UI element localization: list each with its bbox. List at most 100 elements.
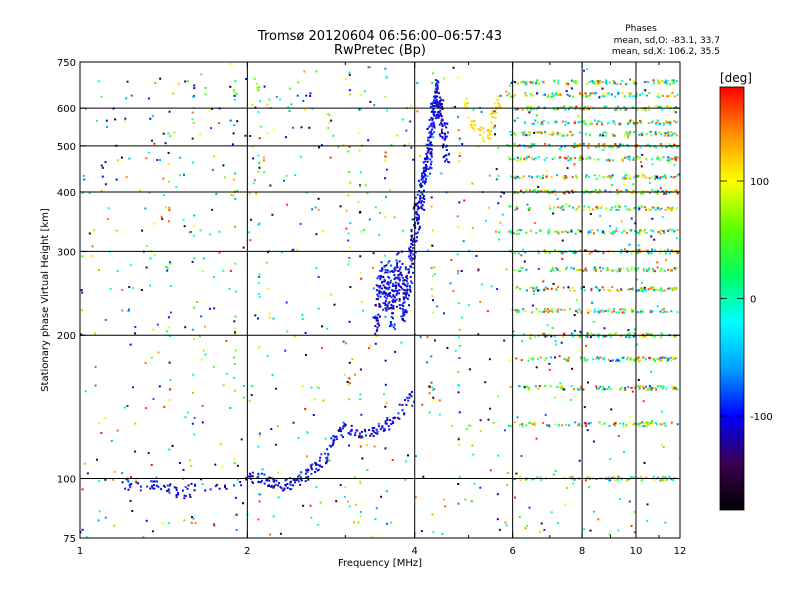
noise-point (306, 431, 309, 434)
band-point (624, 156, 627, 159)
trace-point (430, 167, 433, 170)
band-point (328, 121, 331, 124)
trace-point (410, 230, 413, 233)
noise-point (554, 339, 557, 342)
band-point (605, 207, 608, 210)
trace-point (389, 325, 391, 328)
noise-point (431, 82, 434, 85)
trace-point (479, 133, 481, 136)
y-tick-label: 750 (57, 58, 76, 69)
noise-point (125, 97, 128, 100)
band-point (285, 174, 288, 177)
band-point (524, 251, 527, 254)
band-point (612, 230, 615, 233)
noise-point (436, 305, 439, 308)
trace-point (415, 204, 417, 207)
band-point (521, 108, 524, 111)
band-point (573, 122, 576, 124)
noise-point (488, 174, 491, 177)
band-point (628, 332, 631, 335)
band-point (579, 385, 582, 388)
band-point (170, 311, 172, 314)
trace-point (404, 268, 407, 271)
noise-point (409, 120, 412, 123)
band-point (563, 476, 566, 479)
phase-o-stats: mean, sd,O: -83.1, 33.7 (614, 36, 720, 46)
band-point (514, 309, 517, 312)
band-point (664, 176, 667, 179)
band-point (139, 189, 142, 192)
noise-point (83, 462, 86, 465)
trace-point (304, 480, 307, 483)
trace-point (381, 425, 384, 428)
trace-point (433, 102, 436, 105)
noise-point (347, 239, 350, 242)
trace-point (410, 256, 413, 259)
noise-point (369, 344, 372, 347)
trace-point (408, 248, 411, 251)
noise-point (183, 173, 185, 176)
band-point (236, 478, 239, 481)
trace-point (382, 429, 385, 432)
trace-point (376, 432, 379, 435)
band-point (612, 80, 615, 83)
band-point (658, 131, 661, 134)
noise-point (364, 184, 367, 187)
band-point (576, 207, 579, 210)
noise-point (428, 392, 431, 395)
band-point (514, 177, 517, 180)
column-point (349, 222, 352, 225)
trace-point (398, 260, 401, 263)
column-point (348, 145, 351, 148)
trace-point (374, 325, 377, 328)
noise-point (305, 455, 308, 458)
band-point (593, 268, 596, 271)
noise-point (254, 314, 257, 317)
band-point (661, 475, 664, 478)
trace-point (435, 82, 438, 85)
trace-point (397, 251, 400, 254)
band-point (607, 268, 610, 271)
band-point (569, 289, 572, 292)
band-point (599, 270, 602, 272)
noise-point (333, 303, 336, 306)
band-point (531, 122, 534, 125)
trace-point (385, 308, 388, 311)
trace-point (275, 479, 278, 482)
noise-point (263, 85, 266, 88)
band-point (654, 123, 657, 126)
trace-point (431, 125, 434, 128)
band-point (665, 357, 668, 359)
noise-point (458, 344, 461, 347)
band-point (310, 386, 313, 389)
noise-point (240, 438, 243, 441)
band-point (617, 91, 620, 94)
band-point (515, 309, 518, 312)
noise-point (201, 483, 204, 486)
band-point (655, 146, 658, 149)
band-point (593, 266, 596, 269)
band-point (623, 229, 626, 232)
trace-point (184, 495, 187, 497)
noise-point (175, 186, 178, 189)
band-point (547, 231, 550, 234)
y-tick-label: 75 (63, 534, 76, 545)
band-point (648, 191, 651, 194)
trace-point (423, 180, 425, 183)
trace-point (435, 99, 438, 101)
trace-point (494, 102, 496, 105)
band-point (121, 309, 124, 312)
noise-point (204, 87, 207, 89)
noise-point (145, 157, 148, 160)
column-point (191, 118, 194, 121)
band-point (529, 93, 532, 96)
band-point (228, 287, 231, 290)
column-point (192, 95, 195, 98)
trace-point (152, 480, 155, 483)
band-point (634, 357, 637, 360)
band-point (557, 206, 560, 209)
trace-point (395, 292, 398, 295)
band-point (615, 208, 618, 211)
noise-point (588, 486, 591, 488)
band-point (566, 266, 568, 269)
